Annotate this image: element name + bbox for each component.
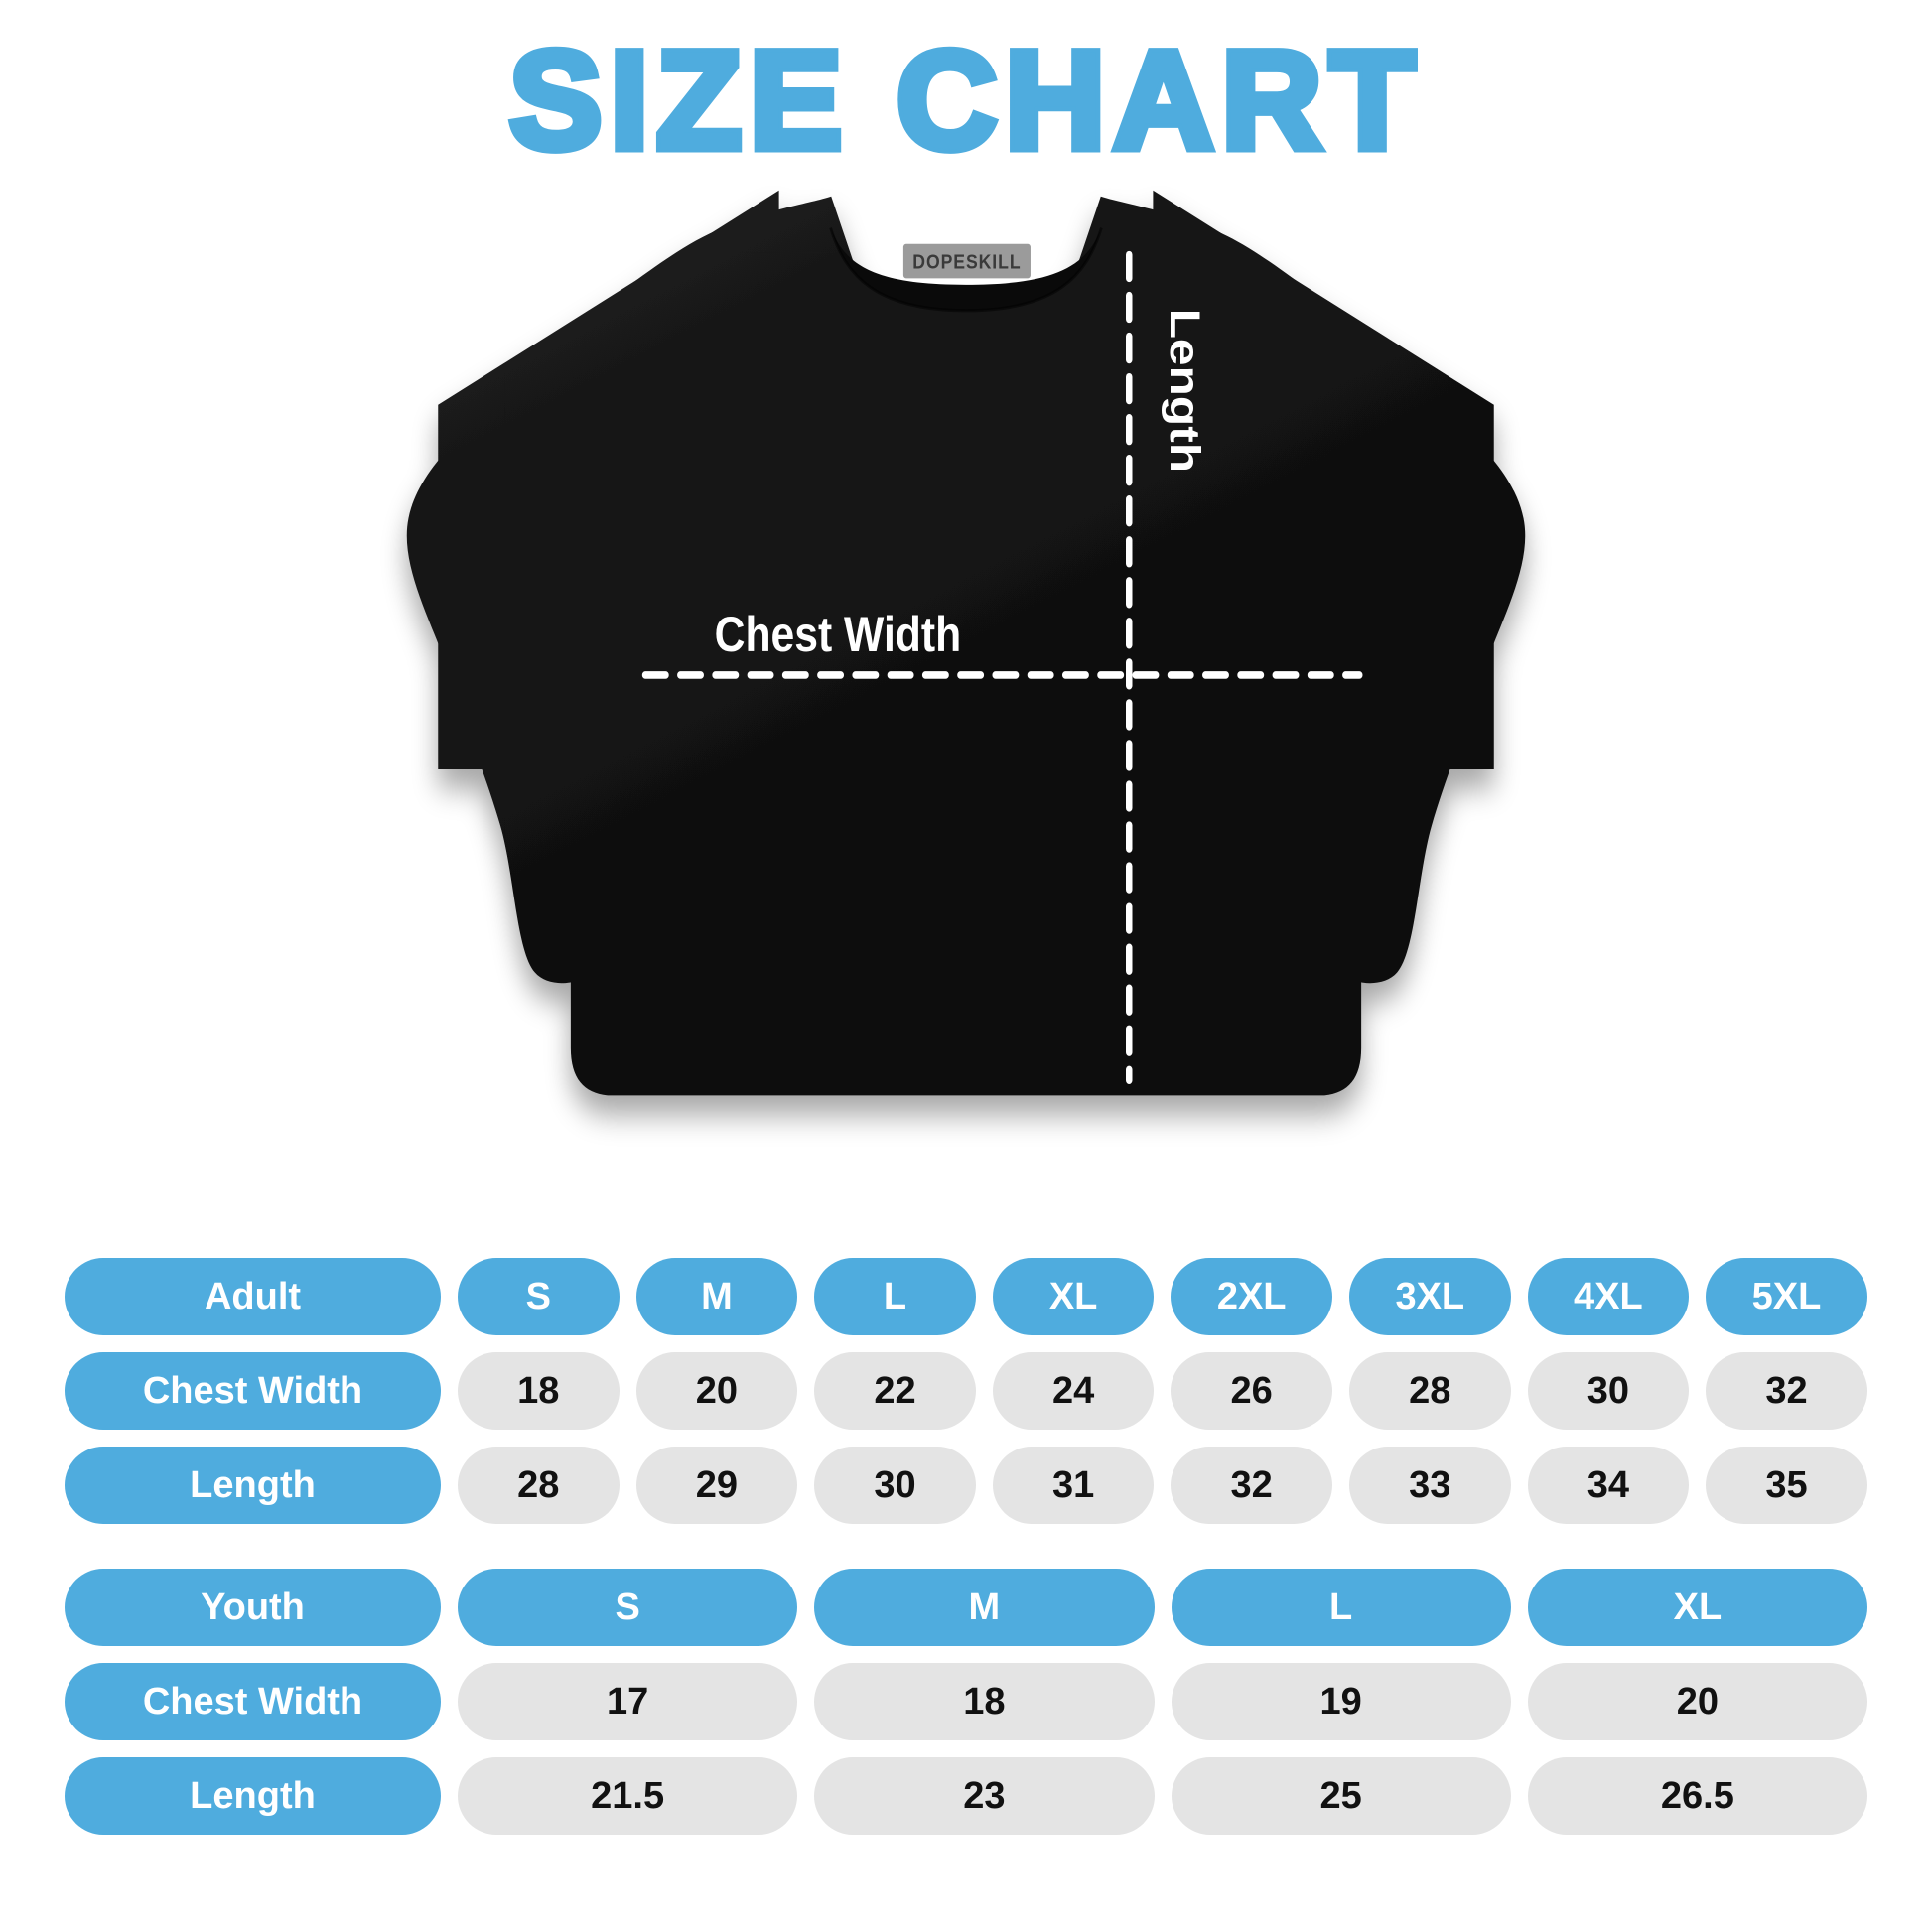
svg-text:Chest Width: Chest Width [715,607,962,662]
svg-text:DOPESKILL: DOPESKILL [912,251,1021,274]
svg-text:Length: Length [1162,309,1209,474]
